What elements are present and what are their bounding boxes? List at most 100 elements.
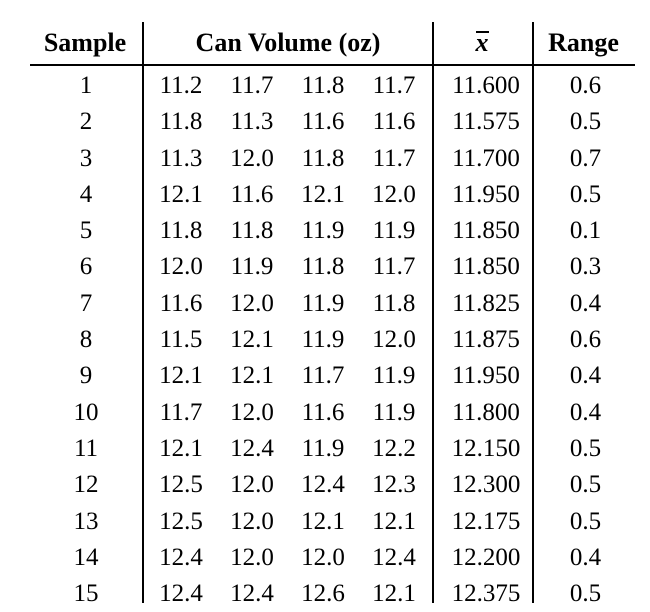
cell-volume: 12.6 [301,580,345,608]
cell-volume: 12.1 [230,362,274,390]
header-rule [30,64,635,66]
table-row: 5 11.8 11.8 11.9 11.9 11.850 0.1 [30,213,635,249]
cell-volume: 11.9 [372,362,416,390]
table-row: 14 12.4 12.0 12.0 12.4 12.200 0.4 [30,540,635,576]
cell-volume: 11.2 [159,72,203,99]
cell-range: 0.5 [569,434,602,462]
cell-xbar: 11.950 [452,362,520,390]
cell-volume: 12.1 [159,180,203,208]
cell-sample: 14 [73,543,99,571]
table-body: 1 11.2 11.7 11.8 11.7 11.600 0.6 2 11.8 11.3 11.6 1… [30,68,635,612]
cell-volume: 12.0 [372,180,416,208]
table-row: 10 11.7 12.0 11.6 11.9 11.800 0.4 [30,395,635,431]
cell-volume: 11.9 [301,289,345,317]
cell-sample: 7 [79,289,93,317]
cell-sample: 1 [79,72,93,99]
cell-volume: 12.4 [159,580,203,608]
cell-volume: 11.8 [159,108,203,136]
cell-sample: 12 [73,471,99,499]
cell-range: 0.4 [569,398,602,426]
cell-sample: 8 [79,326,93,354]
cell-volume: 11.7 [159,398,203,426]
cell-volume: 12.0 [230,289,274,317]
cell-volume: 12.3 [372,471,416,499]
cell-volume: 12.1 [159,362,203,390]
cell-volume: 12.4 [301,471,345,499]
header-sample: Sample [43,28,127,57]
table-header: Sample Can Volume (oz) x Range [30,22,635,64]
cell-volume: 11.8 [301,144,345,172]
cell-volume: 12.0 [230,471,274,499]
divider-range [532,22,534,603]
cell-volume: 12.1 [372,580,416,608]
cell-range: 0.6 [569,72,602,99]
cell-volume: 12.1 [301,507,345,535]
cell-sample: 2 [79,108,93,136]
table-row: 2 11.8 11.3 11.6 11.6 11.575 0.5 [30,104,635,140]
xbar-symbol: x [475,26,489,60]
cell-volume: 11.7 [372,72,416,99]
table-row: 3 11.3 12.0 11.8 11.7 11.700 0.7 [30,141,635,177]
cell-volume: 11.9 [301,217,345,245]
header-can-volume: Can Volume (oz) [195,28,381,57]
cell-xbar: 11.850 [452,253,520,281]
cell-volume: 12.0 [230,543,274,571]
cell-volume: 12.4 [230,580,274,608]
cell-volume: 11.6 [159,289,203,317]
cell-sample: 11 [73,434,99,462]
cell-sample: 6 [79,253,93,281]
table-row: 15 12.4 12.4 12.6 12.1 12.375 0.5 [30,576,635,612]
table-row: 1 11.2 11.7 11.8 11.7 11.600 0.6 [30,68,635,104]
cell-range: 0.4 [569,289,602,317]
cell-volume: 12.1 [230,326,274,354]
header-xbar: x [432,26,532,60]
cell-volume: 11.9 [301,326,345,354]
cell-xbar: 11.950 [452,180,520,208]
cell-xbar: 12.175 [451,507,521,535]
cell-volume: 11.8 [159,217,203,245]
table-row: 11 12.1 12.4 11.9 12.2 12.150 0.5 [30,431,635,467]
table-row: 7 11.6 12.0 11.9 11.8 11.825 0.4 [30,286,635,322]
cell-xbar: 12.375 [451,580,521,608]
cell-volume: 12.1 [159,434,203,462]
cell-volume: 11.7 [230,72,274,99]
cell-volume: 11.6 [301,398,345,426]
cell-range: 0.5 [569,471,602,499]
cell-volume: 12.1 [301,180,345,208]
table-row: 8 11.5 12.1 11.9 12.0 11.875 0.6 [30,322,635,358]
cell-volume: 11.8 [372,289,416,317]
cell-volume: 12.2 [372,434,416,462]
cell-volume: 12.0 [230,144,274,172]
cell-volume: 12.5 [159,471,203,499]
cell-volume: 11.9 [301,434,345,462]
cell-volume: 12.1 [372,507,416,535]
divider-sample [142,22,144,603]
cell-volume: 11.9 [372,398,416,426]
divider-xbar [432,22,434,603]
cell-volume: 11.5 [159,326,203,354]
cell-volume: 12.0 [301,543,345,571]
cell-volume: 11.7 [301,362,345,390]
header-range: Range [548,28,619,57]
table-row: 12 12.5 12.0 12.4 12.3 12.300 0.5 [30,467,635,503]
cell-volume: 11.6 [230,180,274,208]
cell-sample: 13 [73,507,99,535]
cell-sample: 4 [79,180,93,208]
cell-xbar: 12.200 [451,543,521,571]
cell-volume: 12.4 [159,543,203,571]
can-volume-table: Sample Can Volume (oz) x Range 1 11.2 11.7… [30,22,635,607]
cell-volume: 11.6 [372,108,416,136]
cell-sample: 5 [79,217,93,245]
cell-volume: 11.9 [230,253,274,281]
cell-volume: 11.8 [230,217,274,245]
cell-range: 0.3 [569,253,602,281]
table-row: 4 12.1 11.6 12.1 12.0 11.950 0.5 [30,177,635,213]
cell-volume: 11.7 [372,144,416,172]
cell-volume: 12.0 [159,253,203,281]
cell-range: 0.7 [569,144,602,172]
cell-volume: 11.3 [230,108,274,136]
cell-volume: 11.8 [301,253,345,281]
cell-volume: 12.4 [372,543,416,571]
cell-volume: 11.8 [301,72,345,99]
